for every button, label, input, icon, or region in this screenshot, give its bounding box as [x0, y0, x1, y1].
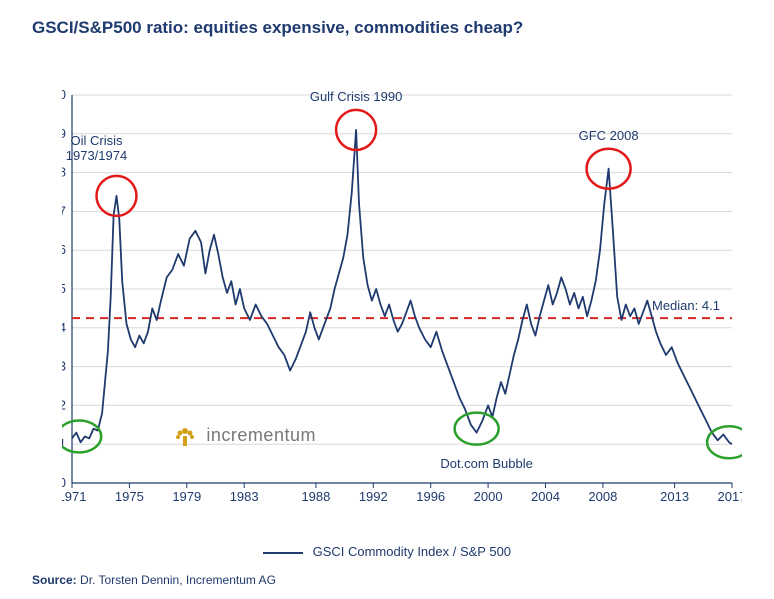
legend: GSCI Commodity Index / S&P 500	[0, 544, 774, 559]
svg-text:0: 0	[62, 475, 66, 490]
chart-svg: 0123456789101971197519791983198819921996…	[62, 85, 742, 505]
svg-text:1971: 1971	[62, 489, 86, 504]
svg-text:4: 4	[62, 320, 66, 335]
svg-text:1996: 1996	[416, 489, 445, 504]
chart-plot-area: 0123456789101971197519791983198819921996…	[62, 85, 742, 505]
svg-text:2017: 2017	[718, 489, 742, 504]
incrementum-logo-icon	[172, 422, 198, 448]
source-citation: Source: Dr. Torsten Dennin, Incrementum …	[32, 573, 276, 587]
legend-line-swatch	[263, 552, 303, 554]
svg-text:1992: 1992	[359, 489, 388, 504]
svg-text:2004: 2004	[531, 489, 560, 504]
svg-text:2013: 2013	[660, 489, 689, 504]
svg-text:2: 2	[62, 397, 66, 412]
source-text: Dr. Torsten Dennin, Incrementum AG	[80, 573, 276, 587]
annotation-label: Dot.com Bubble	[437, 457, 537, 472]
annotation-label: Oil Crisis 1973/1974	[46, 134, 146, 164]
svg-text:1988: 1988	[301, 489, 330, 504]
svg-text:2000: 2000	[474, 489, 503, 504]
svg-text:7: 7	[62, 203, 66, 218]
median-label: Median: 4.1	[652, 298, 720, 313]
svg-text:10: 10	[62, 87, 66, 102]
svg-text:1979: 1979	[172, 489, 201, 504]
source-label: Source:	[32, 573, 77, 587]
annotation-label: Gulf Crisis 1990	[306, 90, 406, 105]
chart-title: GSCI/S&P500 ratio: equities expensive, c…	[32, 18, 523, 38]
watermark-text: incrementum	[206, 425, 316, 446]
svg-text:1983: 1983	[230, 489, 259, 504]
watermark: incrementum	[172, 422, 316, 448]
svg-text:3: 3	[62, 359, 66, 374]
annotation-label: GFC 2008	[559, 129, 659, 144]
legend-text: GSCI Commodity Index / S&P 500	[313, 544, 511, 559]
svg-text:6: 6	[62, 242, 66, 257]
svg-text:1975: 1975	[115, 489, 144, 504]
svg-text:2008: 2008	[588, 489, 617, 504]
svg-text:8: 8	[62, 165, 66, 180]
svg-text:5: 5	[62, 281, 66, 296]
